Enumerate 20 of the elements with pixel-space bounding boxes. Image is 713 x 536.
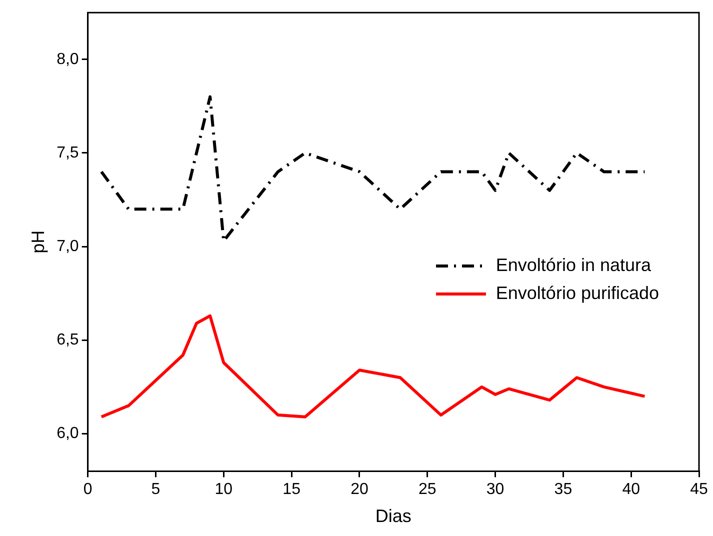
y-tick-label: 7,0 <box>56 238 79 255</box>
y-tick-label: 7,5 <box>56 144 79 162</box>
x-tick-label: 10 <box>214 481 233 498</box>
x-tick-label: 35 <box>554 481 572 498</box>
x-tick-label: 30 <box>486 481 504 498</box>
x-tick-label: 40 <box>622 481 640 498</box>
y-axis-title: pH <box>28 230 48 254</box>
x-tick-label: 45 <box>690 481 708 498</box>
x-tick-label: 20 <box>350 481 368 498</box>
x-tick-label: 25 <box>418 481 436 498</box>
x-tick-label: 15 <box>282 481 301 498</box>
x-tick-label: 5 <box>151 481 160 498</box>
x-tick-label: 0 <box>83 481 92 498</box>
y-tick-label: 8,0 <box>56 50 79 68</box>
x-axis-title: Dias <box>375 506 412 526</box>
y-tick-label: 6,0 <box>56 425 79 442</box>
legend-label: Envoltório purificado <box>496 283 659 304</box>
line-series <box>100 95 646 242</box>
y-tick-label: 6,5 <box>56 332 79 349</box>
legend-label: Envoltório in natura <box>496 255 651 276</box>
